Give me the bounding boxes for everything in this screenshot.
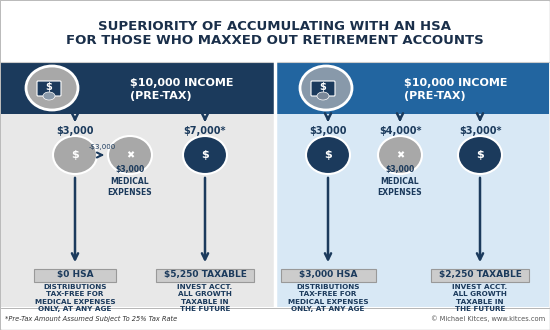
Ellipse shape — [458, 136, 502, 174]
Text: $3,000 HSA: $3,000 HSA — [299, 271, 358, 280]
Text: FOR THOSE WHO MAXXED OUT RETIREMENT ACCOUNTS: FOR THOSE WHO MAXXED OUT RETIREMENT ACCO… — [66, 34, 484, 47]
Ellipse shape — [317, 92, 329, 100]
Text: (PRE-TAX): (PRE-TAX) — [130, 91, 191, 101]
Ellipse shape — [183, 136, 227, 174]
Text: $: $ — [71, 150, 79, 160]
Text: $: $ — [46, 82, 52, 92]
Text: $3,000
MEDICAL
EXPENSES: $3,000 MEDICAL EXPENSES — [108, 165, 152, 197]
Text: $4,000*: $4,000* — [379, 126, 421, 136]
Text: ✖: ✖ — [396, 150, 404, 160]
Ellipse shape — [26, 66, 78, 110]
FancyBboxPatch shape — [1, 114, 275, 308]
FancyBboxPatch shape — [280, 269, 376, 281]
FancyBboxPatch shape — [431, 269, 529, 281]
FancyBboxPatch shape — [156, 269, 254, 281]
Text: $: $ — [201, 150, 209, 160]
Text: INVEST ACCT.
ALL GROWTH
TAXABLE IN
THE FUTURE: INVEST ACCT. ALL GROWTH TAXABLE IN THE F… — [178, 284, 233, 312]
Text: $3,000: $3,000 — [56, 126, 94, 136]
FancyBboxPatch shape — [34, 269, 116, 281]
Text: ✖: ✖ — [126, 150, 134, 160]
Text: -$3,000: -$3,000 — [89, 144, 115, 150]
Ellipse shape — [43, 92, 55, 100]
Ellipse shape — [53, 136, 97, 174]
FancyBboxPatch shape — [276, 62, 549, 114]
Text: DISTRIBUTIONS
TAX-FREE FOR
MEDICAL EXPENSES
ONLY, AT ANY AGE: DISTRIBUTIONS TAX-FREE FOR MEDICAL EXPEN… — [288, 284, 369, 312]
Text: © Michael Kitces, www.kitces.com: © Michael Kitces, www.kitces.com — [431, 316, 545, 322]
FancyBboxPatch shape — [1, 62, 275, 114]
FancyBboxPatch shape — [1, 307, 549, 329]
Text: $: $ — [324, 150, 332, 160]
Text: $10,000 INCOME: $10,000 INCOME — [404, 78, 508, 88]
Text: DISTRIBUTIONS
TAX-FREE FOR
MEDICAL EXPENSES
ONLY, AT ANY AGE: DISTRIBUTIONS TAX-FREE FOR MEDICAL EXPEN… — [35, 284, 116, 312]
Text: $3,000
MEDICAL
EXPENSES: $3,000 MEDICAL EXPENSES — [378, 165, 422, 197]
Text: *Pre-Tax Amount Assumed Subject To 25% Tax Rate: *Pre-Tax Amount Assumed Subject To 25% T… — [5, 316, 177, 322]
Text: INVEST ACCT.
ALL GROWTH
TAXABLE IN
THE FUTURE: INVEST ACCT. ALL GROWTH TAXABLE IN THE F… — [453, 284, 508, 312]
Text: (PRE-TAX): (PRE-TAX) — [404, 91, 466, 101]
Text: $3,000*: $3,000* — [459, 126, 501, 136]
Text: $7,000*: $7,000* — [184, 126, 226, 136]
FancyBboxPatch shape — [311, 81, 335, 96]
Text: $0 HSA: $0 HSA — [57, 271, 94, 280]
Text: $: $ — [476, 150, 484, 160]
Text: $3,000: $3,000 — [309, 126, 346, 136]
FancyBboxPatch shape — [37, 81, 61, 96]
Text: $10,000 INCOME: $10,000 INCOME — [130, 78, 234, 88]
Ellipse shape — [306, 136, 350, 174]
FancyBboxPatch shape — [1, 1, 549, 62]
Ellipse shape — [378, 136, 422, 174]
Text: SUPERIORITY OF ACCUMULATING WITH AN HSA: SUPERIORITY OF ACCUMULATING WITH AN HSA — [98, 19, 452, 32]
Text: $5,250 TAXABLE: $5,250 TAXABLE — [163, 271, 246, 280]
Ellipse shape — [300, 66, 352, 110]
FancyBboxPatch shape — [276, 114, 549, 308]
Ellipse shape — [108, 136, 152, 174]
Text: $: $ — [320, 82, 326, 92]
Text: $2,250 TAXABLE: $2,250 TAXABLE — [438, 271, 521, 280]
